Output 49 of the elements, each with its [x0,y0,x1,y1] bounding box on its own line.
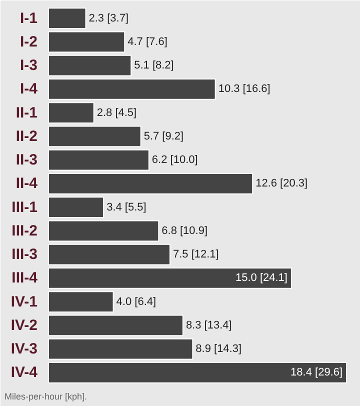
y-tick-label: I-1 [20,10,38,27]
y-tick-label: III-4 [12,270,38,287]
y-tick-label: III-2 [12,222,38,240]
data-label: 4.7 [7.6] [128,36,168,48]
y-tick-label: IV-4 [10,364,38,382]
data-label: 4.0 [6.4] [116,296,156,308]
y-tick-label: III-3 [12,246,38,264]
data-label: 2.3 [3.7] [88,12,129,24]
y-tick-label: IV-3 [10,340,38,358]
data-label: 10.3 [16.6] [218,83,270,96]
y-tick-label: II-2 [16,128,38,145]
data-label: 5.1 [8.2] [134,60,174,72]
bar [48,220,160,242]
bar [48,196,104,218]
bar [48,149,150,171]
bar [48,268,292,289]
data-label: 5.7 [9.2] [144,130,184,142]
data-label: 8.9 [14.3] [196,343,242,356]
y-tick-label: I-2 [20,33,38,50]
data-label: 6.2 [10.0] [152,154,198,166]
y-tick-label: IV-1 [10,293,38,310]
text: Miles-per-hour [kph]. [4,392,88,402]
bar [48,362,348,384]
bar [48,78,216,100]
y-tick-label: I-3 [20,57,38,74]
bar [48,244,170,266]
bar [48,173,254,194]
bar [48,54,132,76]
y-tick-label: II-4 [16,175,38,192]
data-label: 15.0 [24.1] [235,272,288,284]
data-label: 2.8 [4.5] [96,106,137,119]
data-label: 3.4 [5.5] [106,201,146,214]
bar [48,31,126,53]
bar [48,8,86,29]
data-label: 12.6 [20.3] [256,178,308,190]
y-tick-label: III-1 [12,198,38,216]
y-tick-label: II-3 [16,152,38,169]
bar [48,126,142,148]
y-tick-label: IV-2 [10,316,38,334]
data-label: 8.3 [13.4] [186,319,232,332]
y-tick-label: I-4 [20,80,38,98]
data-label: 7.5 [12.1] [172,248,219,261]
y-tick-label: II-1 [16,104,38,122]
bar [48,338,194,360]
bar [48,291,114,312]
bar [48,314,184,336]
bar [48,102,94,124]
data-label: 6.8 [10.9] [162,224,208,237]
data-label: 18.4 [29.6] [290,366,343,379]
